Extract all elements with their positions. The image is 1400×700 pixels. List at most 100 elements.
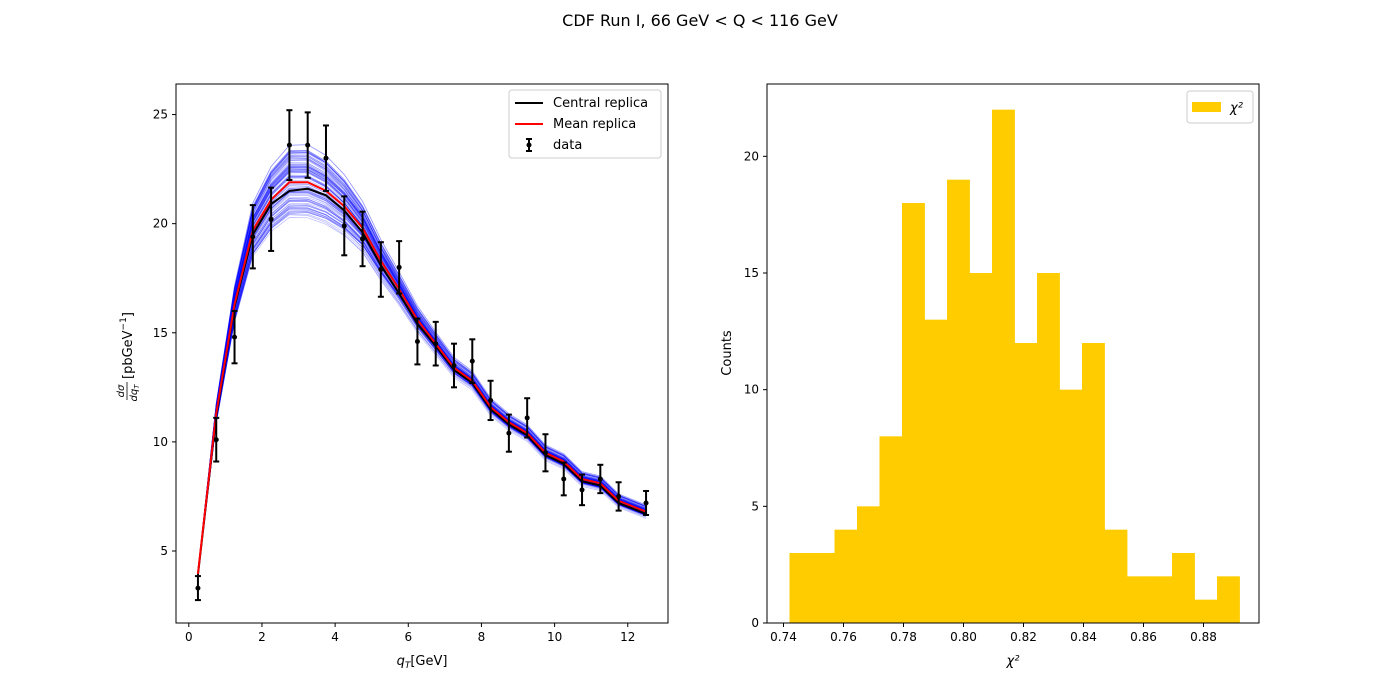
right-x-ticks: 0.74 0.76 0.78 0.80 0.82 0.84 0.86 0.88 <box>770 623 1217 644</box>
replica-curve <box>197 154 647 572</box>
right-y-tick-label-2: 10 <box>744 383 759 397</box>
left-x-ticks: 0 2 4 6 8 10 12 <box>185 623 635 644</box>
right-legend: χ² <box>1186 90 1254 124</box>
replica-curve <box>197 152 647 572</box>
right-x-tick-label-7: 0.88 <box>1190 630 1217 644</box>
data-point <box>249 204 256 270</box>
data-point <box>377 241 384 298</box>
data-points <box>194 109 650 602</box>
histogram-bar <box>1149 576 1173 623</box>
left-axes-background <box>176 84 668 623</box>
data-point <box>487 379 494 422</box>
right-y-ticks: 0 5 10 15 20 <box>744 149 767 630</box>
svg-text:[pbGeV−1]: [pbGeV−1] <box>119 312 136 379</box>
right-x-tick-label-1: 0.76 <box>830 630 857 644</box>
replica-curve <box>197 164 647 573</box>
data-point <box>304 111 311 179</box>
right-panel: 0.74 0.76 0.78 0.80 0.82 0.84 0.86 0.88 0 5 10 15 2… <box>720 83 1260 669</box>
replica-curve <box>197 144 647 572</box>
legend-swatch-chi2 <box>1192 102 1221 112</box>
legend-label-central: Central replica <box>553 96 648 111</box>
data-point <box>213 416 220 463</box>
histogram-bar <box>1127 576 1150 623</box>
replica-curve <box>197 166 647 573</box>
data-point <box>268 186 275 252</box>
right-y-tick-label-3: 15 <box>744 266 759 280</box>
data-point <box>643 489 650 516</box>
replica-curve <box>197 151 647 572</box>
histogram-bars <box>789 109 1240 623</box>
right-y-tick-label-4: 20 <box>744 149 759 163</box>
histogram-bar <box>924 319 948 623</box>
right-x-tick-label-6: 0.86 <box>1130 630 1157 644</box>
left-x-tick-label-2: 4 <box>331 630 339 644</box>
legend-label-data: data <box>553 138 582 153</box>
histogram-bar <box>789 553 813 623</box>
histogram-bar <box>812 553 835 623</box>
left-y-tick-label-4: 25 <box>153 108 168 122</box>
replica-curve <box>197 151 647 572</box>
data-point <box>359 210 366 268</box>
left-x-tick-label-4: 8 <box>478 630 486 644</box>
histogram-bar <box>1194 599 1218 623</box>
left-panel: 0 2 4 6 8 10 12 5 10 15 20 25 qT[GeV] dσ dqT [pbGe… <box>116 83 669 671</box>
data-point <box>597 463 604 495</box>
left-axes-frame <box>175 83 669 624</box>
right-x-tick-label-5: 0.84 <box>1070 630 1097 644</box>
data-point <box>194 575 201 602</box>
left-y-tick-label-3: 20 <box>153 217 168 231</box>
left-y-axis-label: dσ dqT [pbGeV−1] <box>116 312 141 401</box>
histogram-bar <box>1059 389 1083 623</box>
left-y-tick-label-2: 15 <box>153 326 168 340</box>
data-point <box>286 109 293 182</box>
histogram-bar <box>879 436 903 623</box>
histogram-bar <box>1082 343 1105 623</box>
left-y-ticks: 5 10 15 20 25 <box>153 108 176 558</box>
right-x-tick-label-4: 0.82 <box>1010 630 1037 644</box>
right-x-axis-label: χ² <box>1006 654 1020 669</box>
data-point <box>524 397 531 439</box>
histogram-bar <box>1014 343 1038 623</box>
left-x-tick-label-0: 0 <box>185 630 193 644</box>
left-legend: Central replica Mean replica data <box>508 89 662 159</box>
data-point <box>542 433 549 473</box>
data-point <box>231 309 238 365</box>
replica-curve <box>197 151 647 572</box>
histogram-bar <box>1172 553 1195 623</box>
replica-curve <box>197 162 647 573</box>
left-x-tick-label-1: 2 <box>258 630 266 644</box>
svg-text:dσ: dσ <box>116 384 127 397</box>
data-point <box>615 481 622 512</box>
right-axes-frame <box>766 83 1260 624</box>
left-legend-box <box>508 89 662 159</box>
replica-curve <box>197 150 647 572</box>
data-point <box>322 124 329 192</box>
right-x-tick-label-0: 0.74 <box>770 630 797 644</box>
histogram-bar <box>1037 273 1060 623</box>
data-point <box>341 195 348 257</box>
left-x-axis-label: qT[GeV] <box>397 654 448 671</box>
histogram-bar <box>1104 529 1128 623</box>
histogram-bar <box>857 506 880 623</box>
data-point <box>579 473 586 507</box>
legend-swatch-data <box>526 138 532 152</box>
svg-text:dqT: dqT <box>129 384 141 402</box>
replica-curve <box>197 165 647 573</box>
right-y-tick-label-1: 5 <box>751 499 759 513</box>
data-point <box>505 413 512 453</box>
histogram-bar <box>947 179 970 623</box>
replica-curve <box>197 154 647 572</box>
data-point <box>451 342 458 389</box>
replica-curve <box>197 144 647 572</box>
right-y-axis-label: Counts <box>720 330 735 376</box>
histogram-bar <box>992 109 1015 623</box>
data-point <box>432 320 439 367</box>
histogram-bar <box>834 529 858 623</box>
replica-curve <box>197 150 647 572</box>
left-x-tick-label-6: 12 <box>620 630 635 644</box>
replica-curve <box>197 155 647 572</box>
legend-label-chi2: χ² <box>1229 101 1243 116</box>
right-y-tick-label-0: 0 <box>751 616 759 630</box>
